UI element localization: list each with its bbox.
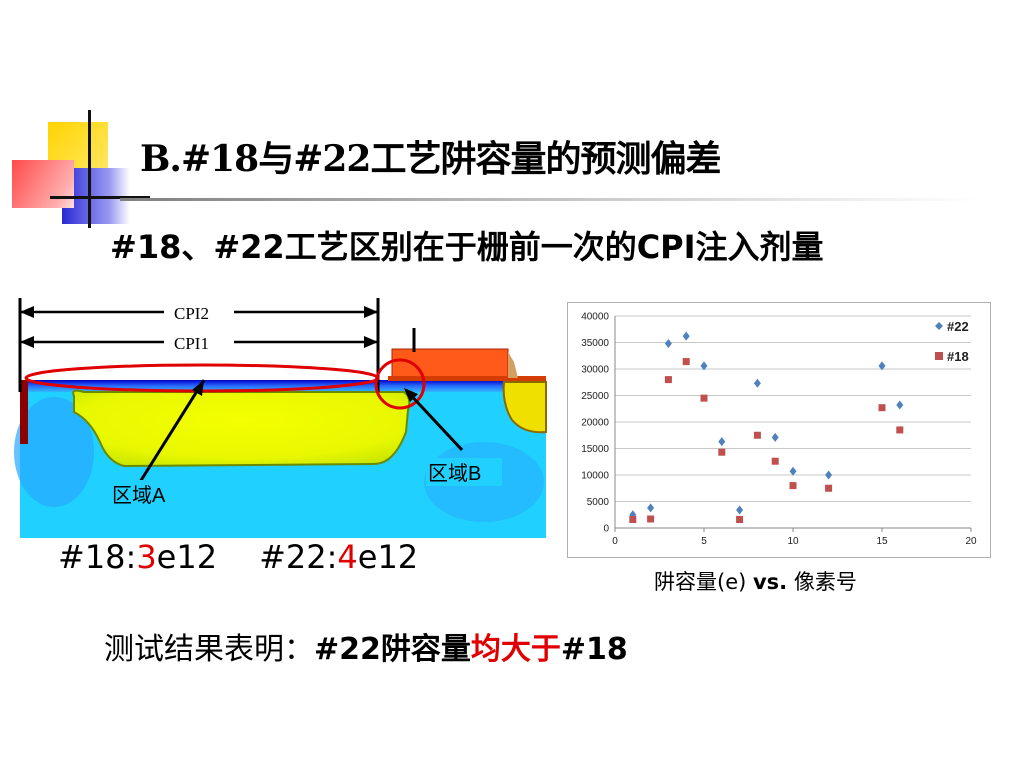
y-tick-label: 10000 — [581, 471, 609, 482]
decor-vertical-line — [88, 110, 91, 228]
data-point-series-18 — [682, 358, 690, 366]
slide-subtitle: #18、#22工艺区别在于栅前一次的CPI注入剂量 — [110, 228, 824, 266]
cpi2-arrowhead-left — [20, 306, 34, 318]
region-b-highlight — [374, 358, 426, 410]
chart-caption-bold: vs. — [752, 570, 788, 594]
region-b-arrowhead — [404, 388, 418, 402]
x-tick-label: 15 — [876, 536, 888, 547]
chart-frame — [567, 302, 991, 558]
decor-red-square — [12, 160, 74, 208]
conclusion-prefix: 测试结果表明： — [104, 632, 314, 667]
data-point-series-18 — [629, 516, 637, 524]
data-point-series-18 — [700, 394, 708, 402]
data-point-series-22 — [878, 361, 886, 371]
data-point-series-22 — [718, 437, 726, 447]
data-point-series-18 — [825, 484, 833, 492]
legend-label: #18 — [947, 349, 969, 364]
x-tick-label: 20 — [965, 536, 977, 547]
conclusion-red: 均大于 — [470, 632, 561, 667]
conclusion-bold: #22阱容量 — [314, 632, 471, 667]
region-b-pointer — [404, 388, 464, 452]
y-tick-label: 40000 — [581, 312, 609, 323]
scatter-chart: 0 5000 10000 15000 20000 25000 30000 35000 40000… — [567, 302, 991, 558]
well-region — [72, 389, 411, 468]
chart-caption: 阱容量(e) vs. 像素号 — [654, 566, 857, 596]
data-point-series-18 — [718, 448, 726, 456]
data-point-series-22 — [682, 331, 690, 341]
cpi1-arrowhead-left — [20, 336, 34, 348]
slide-title: B.#18与#22工艺阱容量的预测偏差 — [140, 138, 721, 180]
left-contact-bar — [20, 380, 28, 444]
y-tick-label: 25000 — [581, 391, 609, 402]
y-tick-label: 5000 — [587, 497, 610, 508]
cpi1-label: CPI1 — [174, 334, 209, 353]
cpi1-label-bg — [164, 332, 234, 352]
title-underline — [120, 198, 980, 201]
region-a-pointer — [138, 379, 206, 483]
dose-22-suffix: e12 — [357, 538, 419, 576]
conclusion-text: 测试结果表明：#22阱容量均大于#18 — [104, 624, 628, 668]
data-point-series-22 — [753, 378, 761, 388]
data-point-series-22 — [700, 361, 708, 371]
data-point-series-18 — [664, 376, 672, 384]
y-tick-label: 35000 — [581, 338, 609, 349]
y-tick-label: 20000 — [581, 418, 609, 429]
dose-22-value: 4 — [337, 538, 358, 576]
region-b-label-bg — [426, 458, 502, 486]
data-point-series-18 — [789, 482, 797, 490]
decor-corner — [0, 100, 150, 230]
drain-region — [502, 381, 547, 434]
data-point-series-18 — [771, 457, 779, 465]
data-point-series-22 — [664, 339, 672, 349]
dose-line: #18:3e12 #22:4e12 — [58, 538, 418, 576]
dose-18-value: 3 — [136, 538, 157, 576]
gate-oxide — [388, 376, 546, 381]
legend-marker — [935, 322, 943, 330]
x-tick-label: 5 — [701, 536, 707, 547]
data-point-series-22 — [771, 432, 779, 442]
x-tick-label: 10 — [787, 536, 799, 547]
data-point-series-22 — [825, 470, 833, 480]
device-diagram: CPI2 CPI1 区域A 区域B — [14, 298, 547, 538]
y-tick-label: 15000 — [581, 444, 609, 455]
legend-marker — [935, 352, 943, 360]
substrate-blob — [14, 397, 94, 507]
cpi1-arrowhead-right — [364, 336, 378, 348]
region-a-label-bg — [110, 480, 186, 508]
data-point-series-18 — [647, 515, 655, 523]
region-a-arrowhead — [192, 380, 204, 396]
cpi2-label-bg — [164, 302, 234, 322]
decor-horizontal-line — [50, 196, 150, 199]
cpi2-arrowhead-right — [364, 306, 378, 318]
y-tick-label: 0 — [603, 524, 609, 535]
data-point-series-22 — [647, 503, 655, 513]
data-point-series-18 — [753, 431, 761, 439]
region-a-label: 区域A — [112, 484, 166, 507]
chart-caption-tail: 像素号 — [787, 570, 857, 594]
data-point-series-18 — [736, 516, 744, 524]
dose-18-suffix: e12 — [156, 538, 218, 576]
cpi2-label: CPI2 — [174, 304, 209, 323]
data-point-series-22 — [896, 400, 904, 410]
y-tick-label: 30000 — [581, 365, 609, 376]
data-point-series-18 — [878, 404, 886, 412]
gate-spacer — [508, 352, 518, 378]
x-tick-label: 0 — [612, 536, 618, 547]
data-point-series-18 — [896, 426, 904, 434]
chart-caption-normal: 阱容量(e) — [654, 570, 753, 594]
region-b-label: 区域B — [428, 462, 481, 485]
legend-label: #22 — [947, 319, 969, 334]
dose-18-prefix: #18: — [58, 538, 137, 576]
conclusion-tail: #18 — [560, 632, 628, 667]
data-point-series-22 — [789, 466, 797, 476]
data-point-series-22 — [736, 505, 744, 515]
dose-22-prefix: #22: — [259, 538, 338, 576]
